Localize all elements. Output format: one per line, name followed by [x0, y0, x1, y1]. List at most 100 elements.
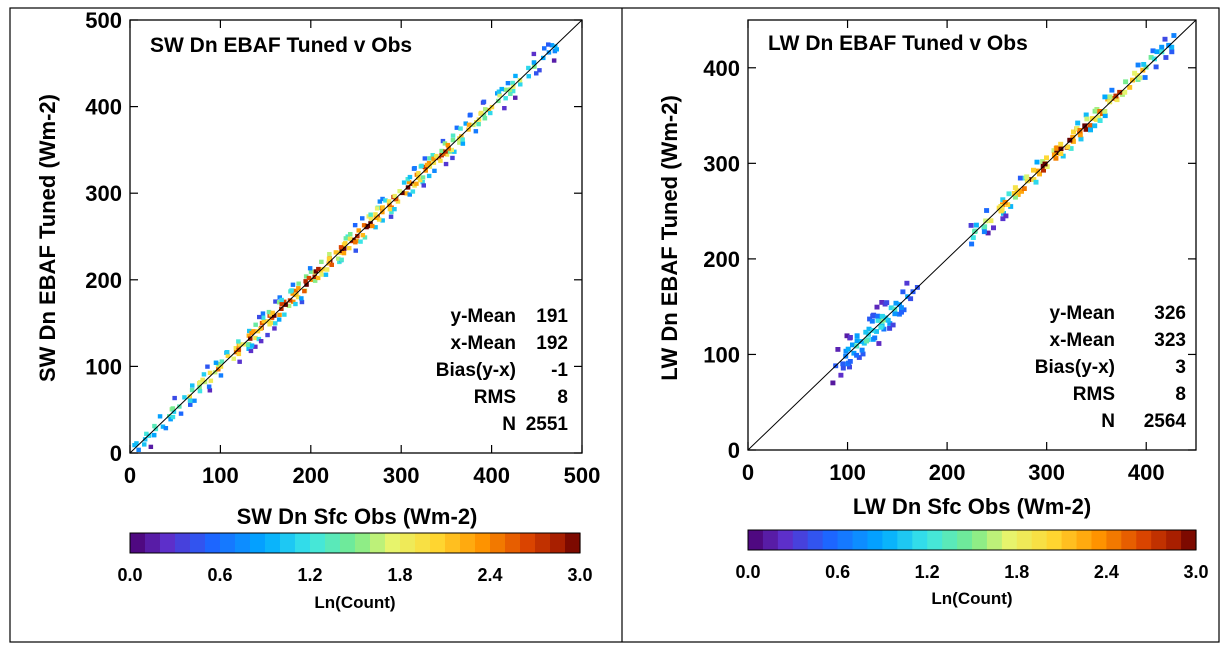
x-tick-label: 300 [1028, 460, 1065, 485]
heatmap-cell [863, 329, 869, 335]
heatmap-cell [312, 274, 317, 279]
heatmap-cell [998, 204, 1004, 209]
heatmap-cell [1074, 126, 1080, 131]
heatmap-cell [441, 151, 446, 156]
heatmap-cell [1077, 128, 1083, 133]
heatmap-cell [840, 365, 846, 371]
heatmap-cell [554, 47, 559, 52]
heatmap-cell [845, 361, 851, 367]
heatmap-cell [481, 112, 487, 117]
heatmap-cell [266, 319, 271, 324]
heatmap-cell [218, 364, 224, 369]
heatmap-cell [496, 89, 502, 94]
colorbar-swatch [205, 533, 221, 553]
heatmap-cell [276, 300, 282, 305]
heatmap-cell [869, 318, 875, 324]
heatmap-cell [1159, 49, 1165, 55]
heatmap-cell [177, 404, 182, 409]
colorbar-tick-label: 0.6 [825, 562, 850, 582]
heatmap-cell [312, 278, 318, 283]
x-tick-label: 0 [742, 460, 754, 485]
colorbar-swatch [490, 533, 506, 553]
heatmap-cell [273, 299, 278, 304]
heatmap-cell [503, 96, 508, 101]
stat-value: 323 [1154, 330, 1186, 351]
heatmap-cell [224, 350, 230, 355]
heatmap-cell [859, 347, 865, 353]
heatmap-cell [370, 223, 375, 229]
heatmap-cell [405, 185, 411, 190]
heatmap-cell [347, 246, 352, 251]
colorbar-swatch [1046, 530, 1063, 550]
heatmap-cell [856, 355, 862, 360]
colorbar-swatch [822, 530, 839, 550]
heatmap-cell [1005, 202, 1011, 207]
heatmap-cell [416, 171, 421, 176]
heatmap-cell [458, 126, 463, 131]
colorbar-swatch [190, 533, 206, 553]
colorbar-swatch [807, 530, 824, 550]
heatmap-cell [410, 189, 416, 194]
colorbar-swatch [1061, 530, 1078, 550]
heatmap-cell [985, 230, 991, 236]
heatmap-cell [1070, 139, 1076, 144]
heatmap-cell [236, 351, 242, 357]
heatmap-cell [265, 332, 270, 338]
heatmap-cell [476, 117, 482, 122]
y-tick-label: 400 [703, 56, 740, 81]
heatmap-cell [296, 286, 301, 291]
heatmap-cell [348, 232, 353, 237]
heatmap-cell [419, 163, 424, 168]
heatmap-cell [1083, 127, 1089, 132]
heatmap-cell [393, 196, 399, 202]
heatmap-cell [983, 218, 989, 224]
heatmap-cell [201, 372, 207, 377]
heatmap-cell [991, 225, 996, 231]
heatmap-cell [1077, 132, 1083, 138]
x-tick-label: 300 [383, 463, 420, 488]
heatmap-cell [1087, 123, 1093, 128]
heatmap-cell [1143, 64, 1149, 70]
heatmap-cell [471, 122, 476, 128]
heatmap-cell [339, 248, 344, 254]
heatmap-cell [168, 417, 173, 422]
x-tick-label: 500 [564, 463, 601, 488]
heatmap-cell [406, 180, 412, 185]
colorbar-swatch [972, 530, 988, 550]
heatmap-cell [219, 359, 225, 364]
heatmap-cell [313, 269, 319, 274]
heatmap-cell [457, 140, 462, 145]
heatmap-cell [388, 214, 394, 219]
heatmap-cell [427, 156, 432, 161]
heatmap-cell [299, 296, 304, 301]
heatmap-cell [887, 326, 893, 331]
heatmap-cell [249, 343, 255, 348]
heatmap-cell [450, 138, 456, 143]
heatmap-cell [875, 313, 881, 319]
heatmap-cell [1089, 116, 1095, 121]
heatmap-cell [482, 116, 488, 121]
heatmap-cell [225, 353, 231, 358]
heatmap-cell [247, 328, 252, 334]
colorbar-swatch [1151, 530, 1167, 550]
stat-label: RMS [474, 387, 516, 408]
heatmap-cell [440, 138, 446, 144]
heatmap-cell [838, 372, 844, 378]
heatmap-cell [847, 335, 853, 340]
heatmap-cell [242, 342, 247, 347]
heatmap-cell [1003, 213, 1009, 219]
y-tick-label: 100 [703, 342, 740, 367]
colorbar-swatch [340, 533, 356, 553]
heatmap-cell [1137, 75, 1143, 81]
heatmap-cell [365, 223, 371, 229]
heatmap-cell [151, 432, 157, 438]
sw-y-axis-label: SW Dn EBAF Tuned (Wm-2) [35, 94, 60, 382]
heatmap-cell [984, 208, 990, 213]
heatmap-cell [1058, 146, 1064, 151]
heatmap-cell [326, 256, 332, 261]
heatmap-cell [510, 89, 516, 94]
colorbar-swatch [535, 533, 551, 553]
heatmap-cell [884, 300, 890, 305]
heatmap-cell [260, 311, 266, 316]
